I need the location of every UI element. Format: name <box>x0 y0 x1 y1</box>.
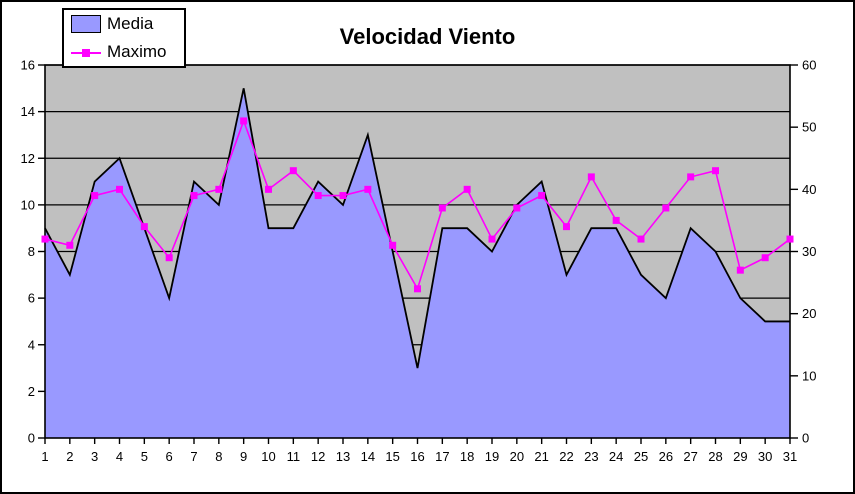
maximo-marker <box>761 254 769 262</box>
chart-title: Velocidad Viento <box>339 24 516 49</box>
maximo-marker <box>240 117 248 125</box>
axis-tick-label: 13 <box>336 449 350 464</box>
maximo-marker <box>736 266 744 274</box>
x-axis-labels: 1 2 3 4 5 6 7 8 9 10 11 12 13 14 15 16 17 18 19 20 21 22 23 24 2… <box>41 449 797 464</box>
axis-tick-label: 11 <box>287 449 301 464</box>
axis-ticks <box>38 64 798 444</box>
maximo-marker <box>662 204 670 212</box>
axis-tick-label: 40 <box>802 182 816 197</box>
maximo-marker <box>612 216 620 224</box>
maximo-marker <box>463 185 471 193</box>
axis-tick-label: 1 <box>41 449 48 464</box>
axis-tick-label: 25 <box>634 449 648 464</box>
maximo-marker <box>289 167 297 175</box>
maximo-marker <box>91 192 99 200</box>
maximo-marker <box>215 185 223 193</box>
axis-tick-label: 3 <box>91 449 98 464</box>
axis-tick-label: 30 <box>758 449 772 464</box>
axis-tick-label: 9 <box>240 449 247 464</box>
maximo-marker <box>438 204 446 212</box>
axis-tick-label: 26 <box>659 449 673 464</box>
axis-tick-label: 27 <box>683 449 697 464</box>
axis-tick-label: 4 <box>116 449 123 464</box>
media-area <box>45 88 790 438</box>
maximo-marker <box>538 192 546 200</box>
media-area-swatch-icon <box>71 15 101 33</box>
maximo-marker <box>165 254 173 262</box>
axis-tick-label: 6 <box>166 449 173 464</box>
maximo-marker <box>116 185 123 193</box>
maximo-marker <box>488 235 496 243</box>
legend: Media Maximo <box>62 8 186 68</box>
axis-tick-label: 31 <box>783 449 797 464</box>
axis-tick-label: 7 <box>190 449 197 464</box>
axis-tick-label: 8 <box>215 449 222 464</box>
axis-tick-label: 19 <box>485 449 499 464</box>
maximo-marker <box>513 204 521 212</box>
axis-tick-label: 23 <box>584 449 598 464</box>
maximo-marker <box>587 173 595 181</box>
axis-tick-label: 12 <box>311 449 325 464</box>
maximo-marker <box>687 173 695 181</box>
legend-label-media: Media <box>107 14 154 33</box>
axis-tick-label: 10 <box>21 197 35 212</box>
maximo-line-swatch-icon <box>71 48 101 57</box>
left-axis-labels: 0 2 4 6 8 10 12 14 16 <box>21 58 35 446</box>
axis-tick-label: 17 <box>435 449 449 464</box>
maximo-line-series <box>41 117 794 293</box>
axis-tick-label: 18 <box>460 449 474 464</box>
axis-tick-label: 20 <box>510 449 524 464</box>
axis-tick-label: 14 <box>361 449 375 464</box>
axis-tick-label: 21 <box>534 449 548 464</box>
axis-tick-label: 6 <box>28 291 35 306</box>
legend-label-maximo: Maximo <box>107 42 167 61</box>
media-area-outline <box>44 88 790 369</box>
maximo-marker <box>389 241 397 249</box>
axis-tick-label: 60 <box>802 58 816 73</box>
axis-tick-label: 0 <box>28 431 35 446</box>
axis-tick-label: 29 <box>733 449 747 464</box>
legend-item-media: Media <box>64 10 184 38</box>
axis-tick-label: 15 <box>385 449 399 464</box>
axis-tick-label: 10 <box>802 368 816 383</box>
axis-tick-label: 12 <box>21 151 35 166</box>
maximo-marker <box>339 192 347 200</box>
axis-tick-label: 4 <box>28 337 35 352</box>
maximo-marker <box>786 235 794 243</box>
axis-tick-label: 14 <box>21 104 35 119</box>
maximo-marker <box>140 223 148 231</box>
axis-tick-label: 20 <box>802 306 816 321</box>
axis-tick-label: 22 <box>559 449 573 464</box>
axis-tick-label: 16 <box>21 58 35 73</box>
axis-tick-label: 16 <box>410 449 424 464</box>
maximo-marker <box>712 167 719 175</box>
axis-tick-label: 2 <box>66 449 73 464</box>
axis-tick-label: 10 <box>261 449 275 464</box>
maximo-marker <box>314 192 322 200</box>
axis-tick-label: 28 <box>708 449 722 464</box>
axis-tick-label: 8 <box>28 244 35 259</box>
maximo-marker <box>66 241 74 249</box>
axis-tick-label: 0 <box>802 431 809 446</box>
axis-tick-label: 24 <box>609 449 623 464</box>
maximo-marker <box>41 235 49 243</box>
maximo-marker <box>637 235 645 243</box>
axis-tick-label: 2 <box>28 384 35 399</box>
axis-tick-label: 50 <box>802 120 816 135</box>
axis-tick-label: 30 <box>802 244 816 259</box>
maximo-marker <box>190 192 198 200</box>
right-axis-labels: 0 10 20 30 40 50 60 <box>802 58 816 446</box>
maximo-marker <box>563 223 570 231</box>
legend-item-maximo: Maximo <box>64 38 184 66</box>
maximo-marker <box>265 185 272 193</box>
maximo-marker <box>414 285 421 293</box>
maximo-marker <box>364 185 372 193</box>
axis-tick-label: 5 <box>141 449 148 464</box>
